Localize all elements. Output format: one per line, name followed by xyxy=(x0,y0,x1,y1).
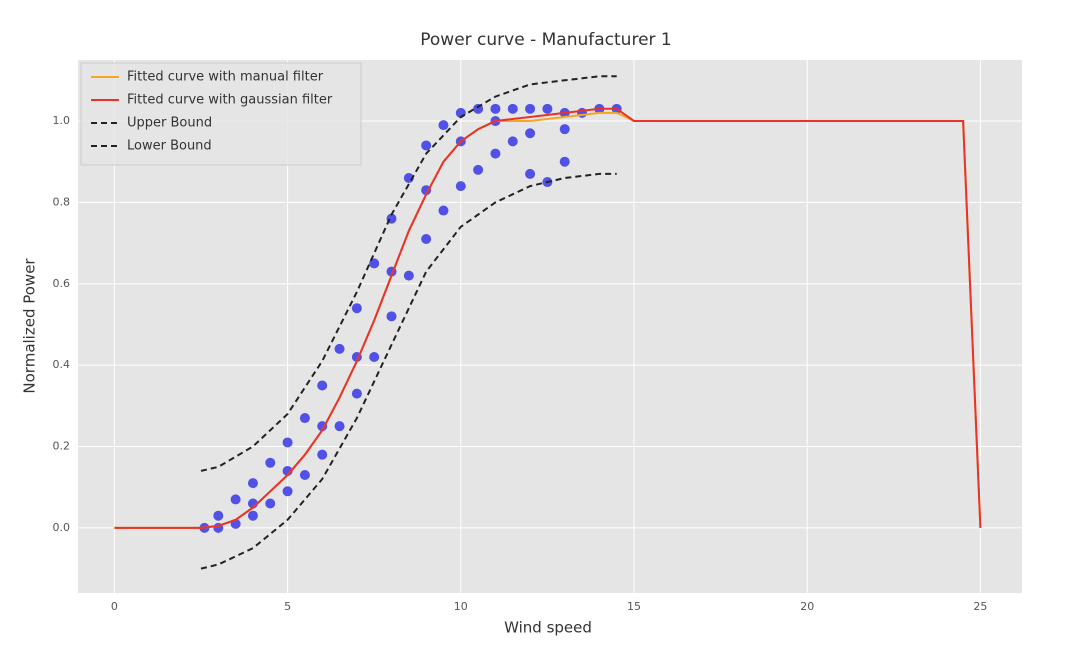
legend-box xyxy=(80,62,362,166)
scatter-point xyxy=(317,449,328,460)
scatter-point xyxy=(421,140,432,151)
scatter-point xyxy=(282,486,293,497)
scatter-point xyxy=(351,388,362,399)
x-tick-label: 10 xyxy=(454,600,468,613)
scatter-point xyxy=(438,205,449,216)
scatter-point xyxy=(230,494,241,505)
y-tick-label: 1.0 xyxy=(53,114,71,127)
legend-label: Fitted curve with manual filter xyxy=(127,70,324,85)
y-tick-label: 0.0 xyxy=(53,521,71,534)
scatter-point xyxy=(386,311,397,322)
scatter-point xyxy=(490,148,501,159)
scatter-point xyxy=(559,156,570,167)
line-series xyxy=(200,75,617,472)
scatter-point xyxy=(559,124,570,135)
line-series xyxy=(114,107,982,529)
scatter-point xyxy=(438,120,449,131)
scatter-point xyxy=(299,470,310,481)
scatter-point xyxy=(542,103,553,114)
scatter-point xyxy=(369,352,380,363)
x-tick-label: 0 xyxy=(111,600,118,613)
scatter-point xyxy=(525,103,536,114)
scatter-point xyxy=(247,478,258,489)
scatter-point xyxy=(334,421,345,432)
x-tick-label: 25 xyxy=(973,600,987,613)
scatter-point xyxy=(265,498,276,509)
scatter-point xyxy=(282,437,293,448)
scatter-point xyxy=(247,510,258,521)
scatter-point xyxy=(403,270,414,281)
scatter-point xyxy=(507,136,518,147)
y-axis-label: Normalized Power xyxy=(21,258,39,394)
x-tick-label: 5 xyxy=(284,600,291,613)
legend-label: Lower Bound xyxy=(127,139,212,154)
scatter-point xyxy=(525,168,536,179)
legend-label: Upper Bound xyxy=(127,116,212,131)
chart-title: Power curve - Manufacturer 1 xyxy=(420,30,671,50)
scatter-point xyxy=(525,128,536,139)
y-tick-label: 0.2 xyxy=(53,440,71,453)
scatter-point xyxy=(421,234,432,245)
scatter-point xyxy=(334,343,345,354)
scatter-point xyxy=(213,510,224,521)
scatter-point xyxy=(265,457,276,468)
x-axis-label: Wind speed xyxy=(504,619,592,637)
scatter-point xyxy=(490,103,501,114)
scatter-point xyxy=(317,380,328,391)
x-tick-label: 20 xyxy=(800,600,814,613)
y-tick-label: 0.6 xyxy=(53,277,71,290)
x-tick-label: 15 xyxy=(627,600,641,613)
y-tick-label: 0.4 xyxy=(53,358,71,371)
line-series xyxy=(200,172,617,570)
scatter-point xyxy=(473,164,484,175)
scatter-point xyxy=(299,413,310,424)
scatter-point xyxy=(577,107,588,118)
scatter-point xyxy=(507,103,518,114)
y-tick-label: 0.8 xyxy=(53,195,71,208)
scatter-point xyxy=(455,181,466,192)
scatter-point xyxy=(351,303,362,314)
legend-label: Fitted curve with gaussian filter xyxy=(127,93,333,108)
